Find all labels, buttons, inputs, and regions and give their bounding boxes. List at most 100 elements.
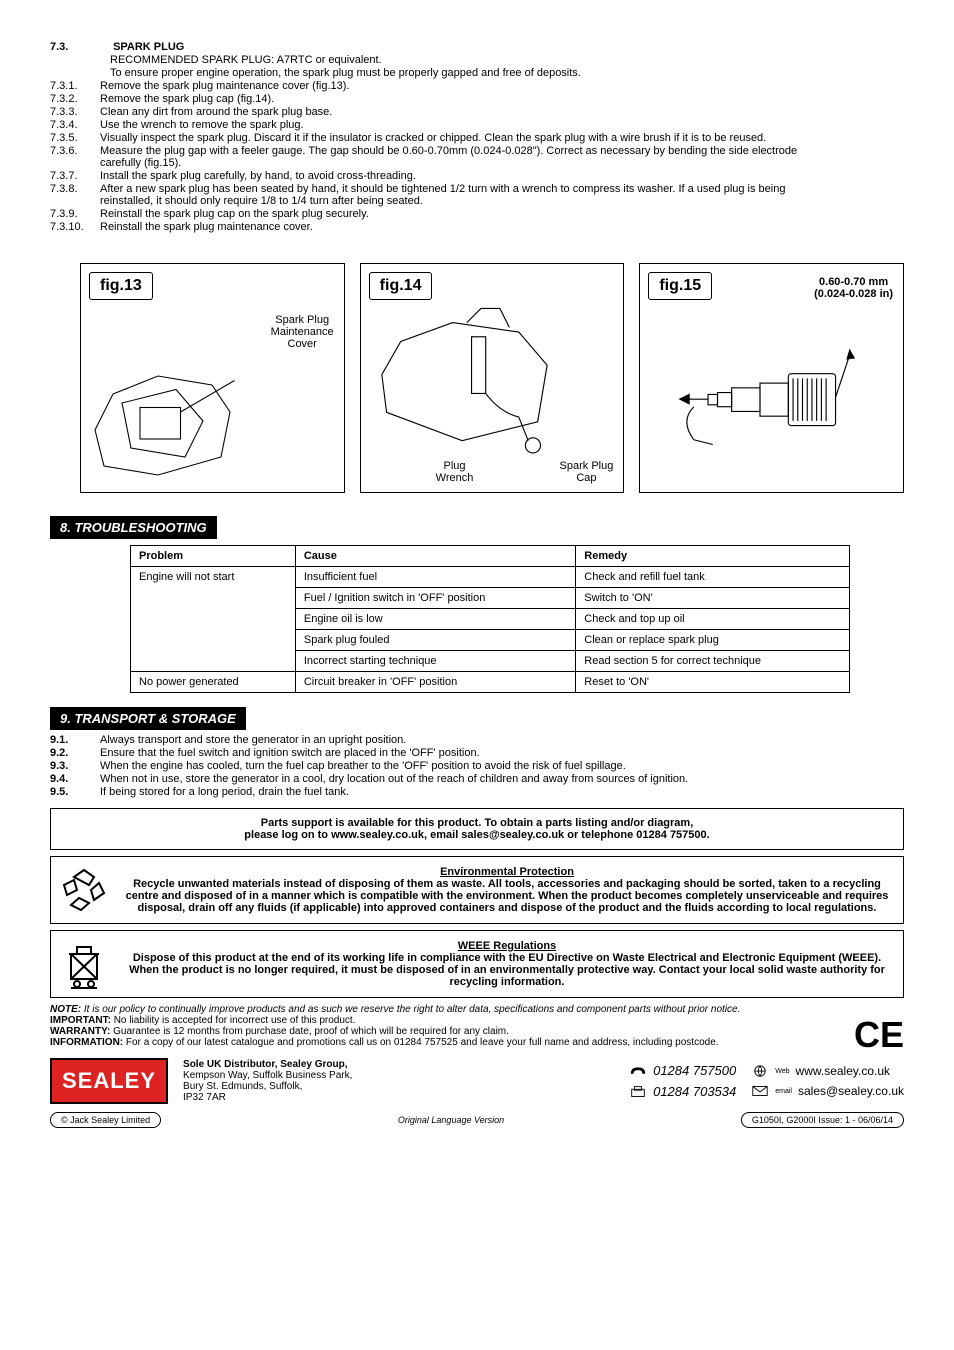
warranty-text: Guarantee is 12 months from purchase dat… [113,1026,509,1037]
list-item: 9.3.When the engine has cooled, turn the… [50,760,904,772]
item-text: Reinstall the spark plug maintenance cov… [100,221,840,233]
list-item: 7.3.5.Visually inspect the spark plug. D… [50,132,904,144]
item-text: Clean any dirt from around the spark plu… [100,106,840,118]
item-text: If being stored for a long period, drain… [100,786,840,798]
item-text: Remove the spark plug cap (fig.14). [100,93,840,105]
fig13-label: fig.13 [89,272,153,300]
fig14-text1: PlugWrench [436,460,474,484]
list-item: 7.3.8.After a new spark plug has been se… [50,183,904,207]
sec-title: SPARK PLUG [113,41,184,53]
cell: Insufficient fuel [295,567,575,588]
cell: Engine oil is low [295,609,575,630]
parts-l1: Parts support is available for this prod… [59,817,895,829]
list-item: 7.3.1.Remove the spark plug maintenance … [50,80,904,92]
item-text: Ensure that the fuel switch and ignition… [100,747,840,759]
item-num: 9.5. [50,786,100,798]
item-text: Install the spark plug carefully, by han… [100,170,840,182]
item-text: After a new spark plug has been seated b… [100,183,840,207]
list-item: 9.2.Ensure that the fuel switch and igni… [50,747,904,759]
item-num: 7.3.7. [50,170,100,182]
table-row: Fuel / Ignition switch in 'OFF' position… [131,588,850,609]
item-num: 7.3.3. [50,106,100,118]
fig15-diagram [645,317,875,487]
list-item: 9.5.If being stored for a long period, d… [50,786,904,798]
s9-header: 9. TRANSPORT & STORAGE [50,707,246,730]
table-row: Engine will not startInsufficient fuelCh… [131,567,850,588]
phone-number: 01284 757500 [653,1063,736,1078]
spark-plug-rec: RECOMMENDED SPARK PLUG: A7RTC or equival… [110,54,904,66]
cell: Reset to 'ON' [576,672,850,693]
troubleshooting-table: Problem Cause Remedy Engine will not sta… [130,545,850,693]
notes-block: NOTE: It is our policy to continually im… [50,1004,904,1048]
cell [131,609,296,630]
parts-support-box: Parts support is available for this prod… [50,808,904,850]
cell [131,651,296,672]
item-num: 7.3.8. [50,183,100,195]
info-text: For a copy of our latest catalogue and p… [126,1037,719,1048]
note-text: It is our policy to continually improve … [84,1004,740,1015]
lang-version: Original Language Version [398,1115,504,1125]
table-row: Spark plug fouledClean or replace spark … [131,630,850,651]
cell [131,630,296,651]
cell: Fuel / Ignition switch in 'OFF' position [295,588,575,609]
sec-num: 7.3. [50,41,110,53]
col-problem: Problem [131,546,296,567]
item-num: 7.3.5. [50,132,100,144]
addr-bold: Sole UK Distributor, Sealey Group, [183,1059,347,1070]
item-text: Visually inspect the spark plug. Discard… [100,132,840,144]
cell: Switch to 'ON' [576,588,850,609]
ce-mark-icon: CE [854,1014,904,1056]
list-item: 9.1.Always transport and store the gener… [50,734,904,746]
web-icon [751,1064,769,1078]
cell: Clean or replace spark plug [576,630,850,651]
col-remedy: Remedy [576,546,850,567]
fig13-diagram [86,337,266,487]
cell: Read section 5 for correct technique [576,651,850,672]
fig15-text: 0.60-0.70 mm(0.024-0.028 in) [814,276,893,300]
list-item: 9.4.When not in use, store the generator… [50,773,904,785]
fax-icon [629,1085,647,1099]
item-text: When the engine has cooled, turn the fue… [100,760,840,772]
fig14-diagram [366,299,596,469]
item-num: 9.3. [50,760,100,772]
weee-body: Dispose of this product at the end of it… [119,952,895,988]
item-num: 7.3.9. [50,208,100,220]
addr-lines: Kempson Way, Suffolk Business Park,Bury … [183,1070,352,1103]
email-icon [751,1084,769,1098]
cell: Engine will not start [131,567,296,588]
cell: Check and top up oil [576,609,850,630]
list-item: 7.3.9.Reinstall the spark plug cap on th… [50,208,904,220]
figure-13: fig.13 Spark PlugMaintenanceCover [80,263,345,493]
col-cause: Cause [295,546,575,567]
list-item: 7.3.2.Remove the spark plug cap (fig.14)… [50,93,904,105]
item-text: When not in use, store the generator in … [100,773,840,785]
item-text: Measure the plug gap with a feeler gauge… [100,145,840,169]
issue-info: G1050I, G2000I Issue: 1 - 06/06/14 [741,1112,904,1128]
figure-14: fig.14 PlugWrench Spark PlugCap [360,263,625,493]
web-label: Web [775,1068,789,1075]
cell: No power generated [131,672,296,693]
footer-phones: 01284 757500 01284 703534 [629,1063,736,1099]
env-body: Recycle unwanted materials instead of di… [119,878,895,914]
item-text: Use the wrench to remove the spark plug. [100,119,840,131]
fig14-label: fig.14 [369,272,433,300]
phone-icon [629,1064,647,1078]
item-num: 9.2. [50,747,100,759]
figures-row: fig.13 Spark PlugMaintenanceCover fig.14… [80,263,904,493]
bottom-bar: © Jack Sealey Limited Original Language … [50,1112,904,1128]
footer-address: Sole UK Distributor, Sealey Group, Kemps… [183,1059,614,1103]
parts-l2: please log on to www.sealey.co.uk, email… [59,829,895,841]
recycle-icon [59,865,109,915]
cell: Spark plug fouled [295,630,575,651]
cell: Check and refill fuel tank [576,567,850,588]
fig13-text: Spark PlugMaintenanceCover [271,314,334,350]
weee-icon [59,939,109,989]
cell: Circuit breaker in 'OFF' position [295,672,575,693]
item-num: 7.3.10. [50,221,100,233]
s8-header: 8. TROUBLESHOOTING [50,516,217,539]
section-8: 8. TROUBLESHOOTING Problem Cause Remedy … [50,508,904,693]
spark-plug-intro: To ensure proper engine operation, the s… [110,67,904,79]
footer-web: Web www.sealey.co.uk email sales@sealey.… [751,1064,904,1098]
table-row: No power generatedCircuit breaker in 'OF… [131,672,850,693]
fig15-label: fig.15 [648,272,712,300]
